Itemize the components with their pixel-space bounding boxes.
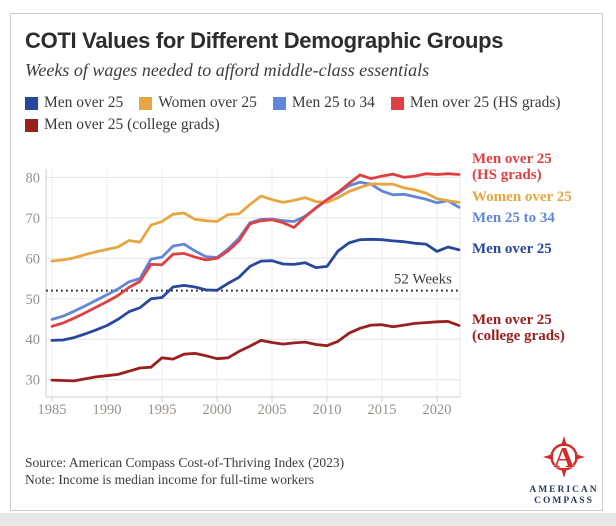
line-end-label-men-25-to-34: Men 25 to 34 (472, 210, 555, 226)
income-note: Note: Income is median income for full-t… (25, 472, 315, 487)
legend-item-men-over-25: Men over 25 (25, 94, 123, 112)
compass-a-icon: A (543, 436, 585, 478)
chart-subtitle: Weeks of wages needed to afford middle-c… (25, 60, 430, 80)
legend-label: Men over 25 (HS grads) (409, 94, 561, 111)
legend-swatch (390, 96, 404, 110)
legend-label: Men over 25 (44, 94, 124, 111)
legend-item-women-over-25: Women over 25 (139, 94, 257, 112)
legend-swatch (272, 96, 286, 110)
chart-card: COTI Values for Different Demographic Gr… (10, 13, 603, 511)
legend-label: Men 25 to 34 (291, 94, 375, 111)
legend-swatch (25, 96, 38, 110)
legend-label: Women over 25 (158, 94, 257, 111)
legend-item-men-25-to-34: Men 25 to 34 (272, 94, 375, 112)
line-end-label-women-over-25: Women over 25 (472, 189, 572, 205)
legend-item-men-over-25-hs-grads-: Men over 25 (HS grads) (390, 94, 561, 112)
logo-text-american: AMERICAN (529, 485, 599, 495)
legend-swatch (25, 118, 38, 132)
american-compass-logo: A AMERICAN COMPASS (521, 436, 607, 507)
logo-text-compass: COMPASS (534, 496, 594, 506)
line-end-label-men-over-25-hs-grads-: Men over 25 (HS grads) (472, 151, 552, 183)
line-end-label-men-over-25: Men over 25 (472, 241, 552, 257)
page-bottom-strip (0, 513, 616, 526)
footer: Source: American Compass Cost-of-Thrivin… (25, 454, 344, 488)
source-note: Source: American Compass Cost-of-Thrivin… (25, 455, 345, 470)
legend-label: Men over 25 (college grads) (44, 116, 220, 133)
svg-text:A: A (554, 442, 575, 474)
chart-title: COTI Values for Different Demographic Gr… (25, 28, 504, 53)
legend: Men over 25 Women over 25 Men 25 to 34 Men … (25, 94, 591, 134)
line-end-label-men-over-25-college-grads-: Men over 25 (college grads) (472, 312, 565, 344)
legend-swatch (139, 96, 153, 110)
legend-item-men-over-25-college-grads-: Men over 25 (college grads) (25, 116, 220, 134)
